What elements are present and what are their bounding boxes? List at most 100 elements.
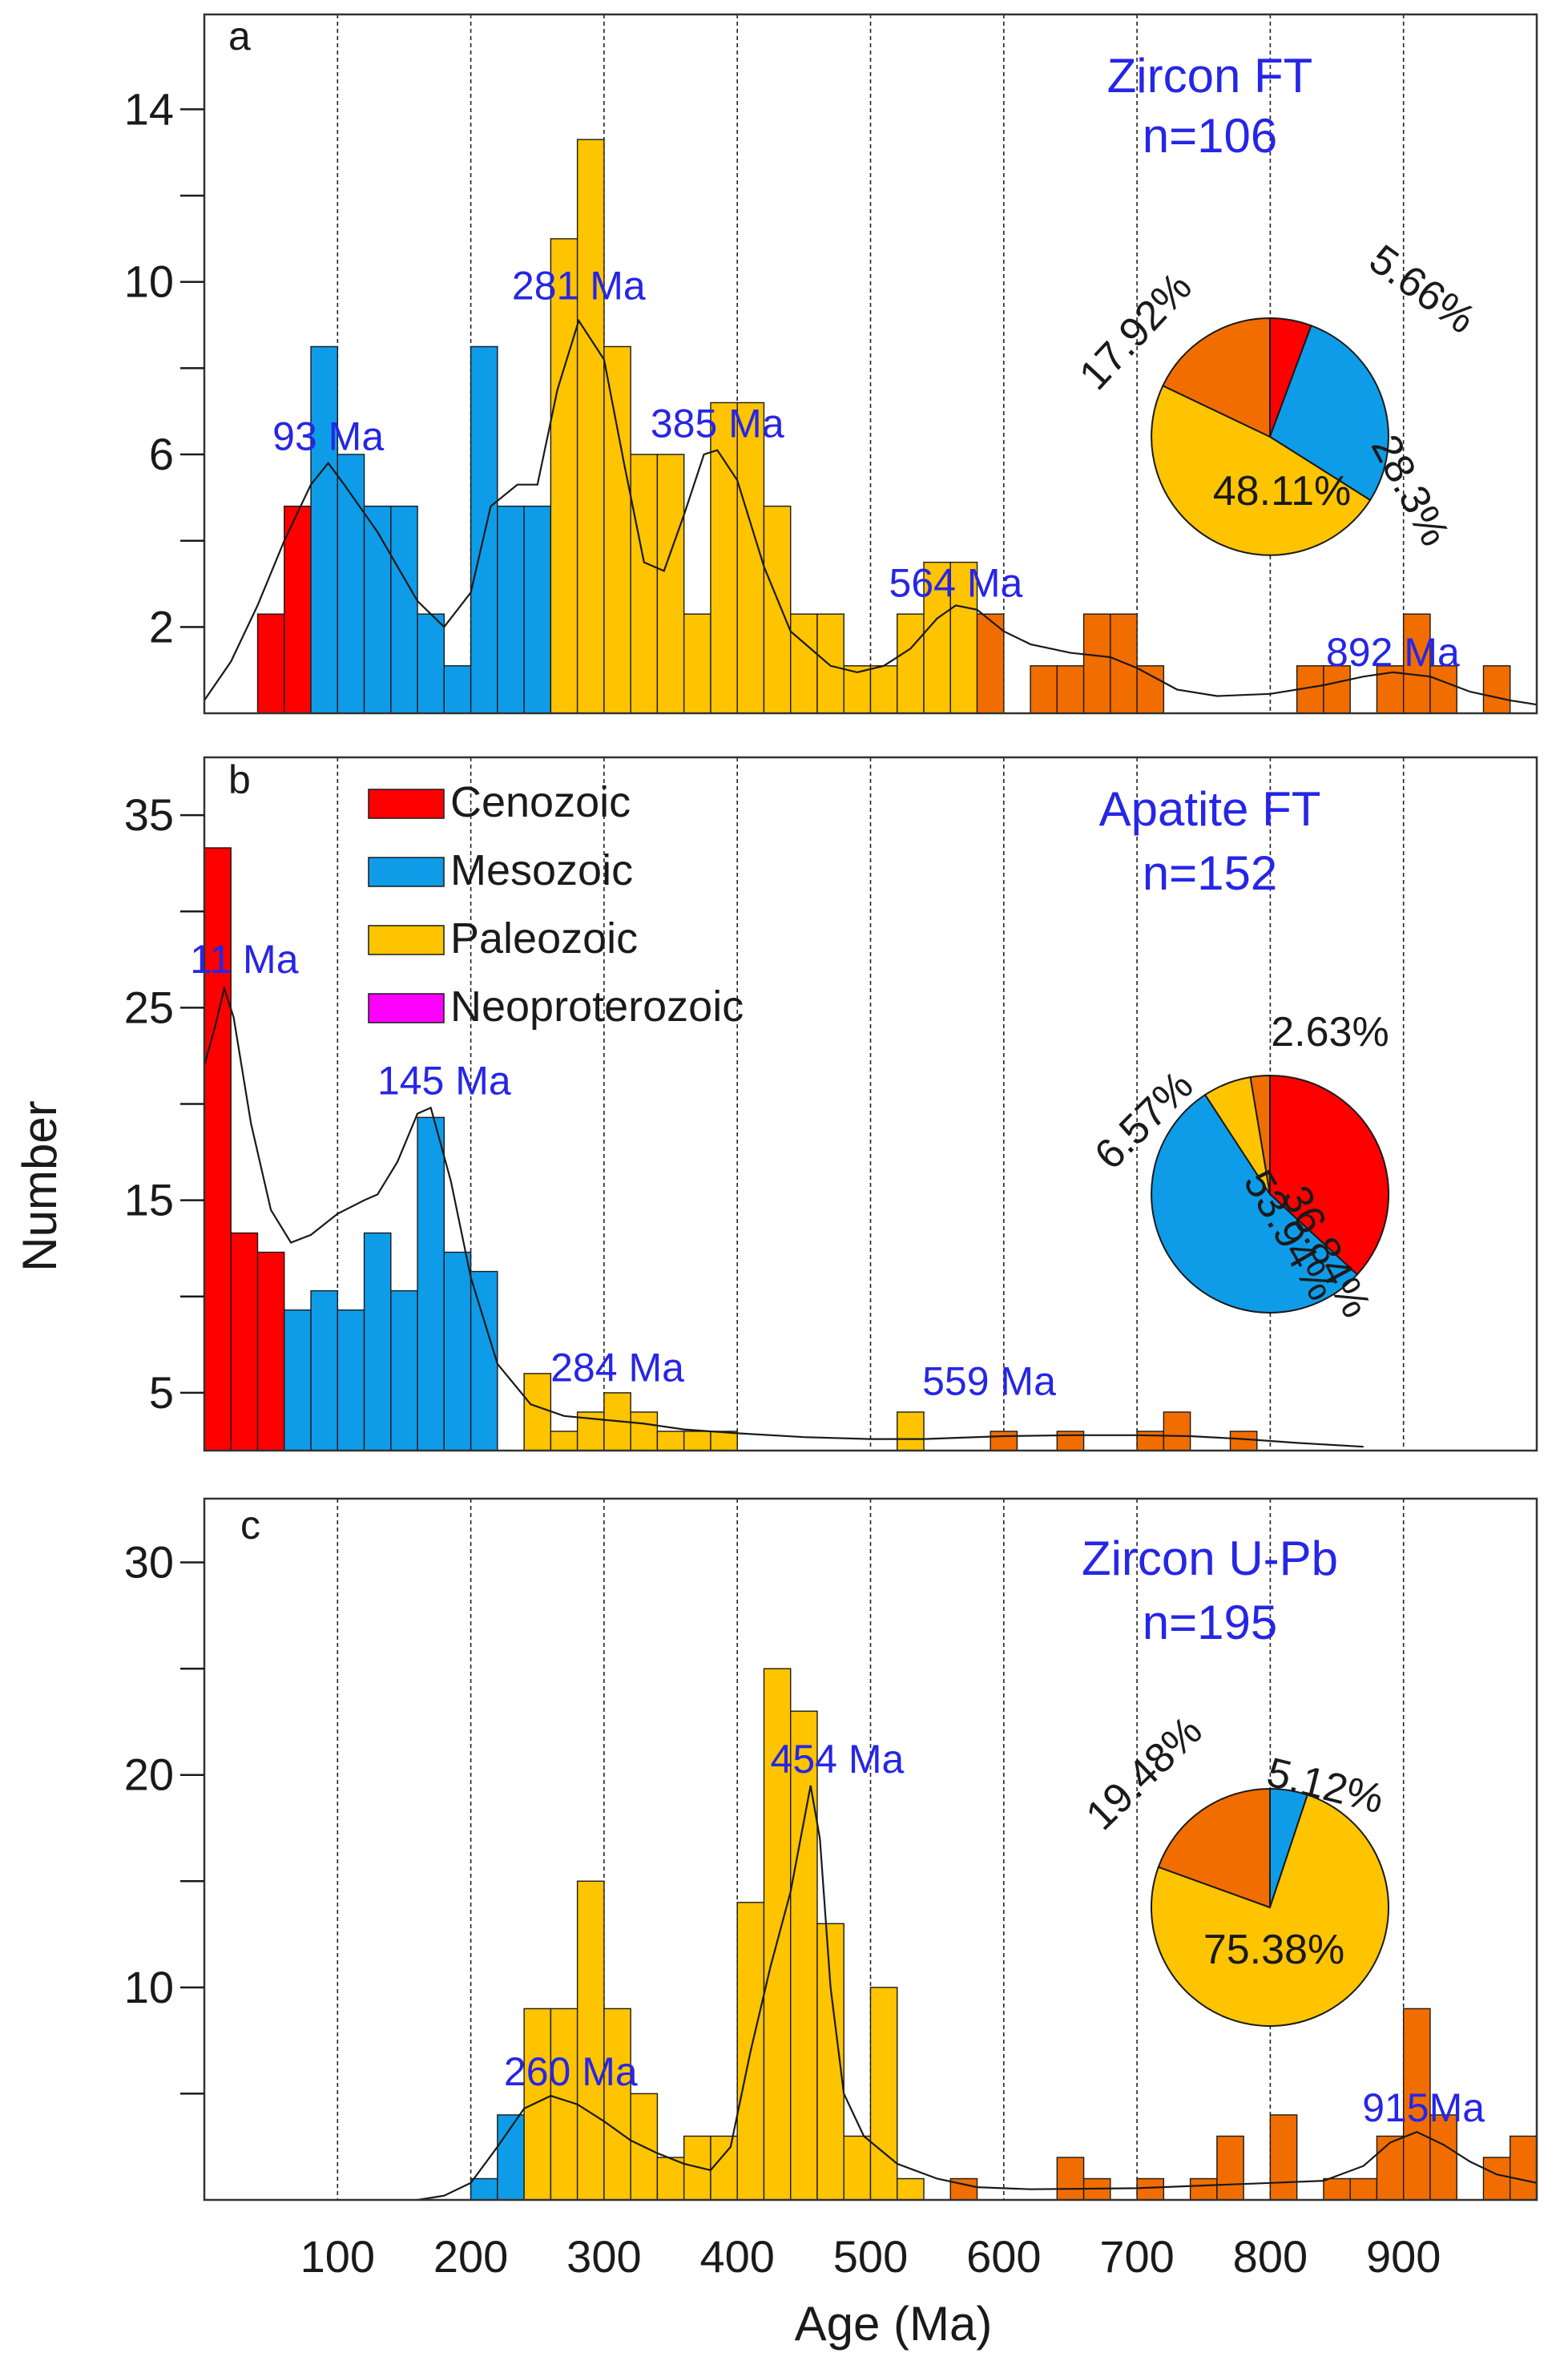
histogram-bar-10 <box>523 505 552 714</box>
histogram-bar-12 <box>790 1710 818 2201</box>
histogram-bar-7 <box>656 2157 685 2201</box>
histogram-bar-12 <box>550 1431 578 1451</box>
histogram-bar-15 <box>656 454 685 714</box>
histogram-bar-27 <box>1402 2008 1431 2201</box>
histogram-bar-11 <box>550 238 578 714</box>
x-tick-label: 400 <box>699 2231 774 2282</box>
y-tick-label: 30 <box>124 1537 174 1588</box>
histogram-bar-20 <box>1136 2177 1165 2201</box>
density-curve <box>417 1785 1538 2202</box>
y-tick-label: 14 <box>124 83 174 134</box>
histogram-bar-25 <box>1349 2177 1378 2201</box>
histogram-bar-8 <box>417 1116 445 1451</box>
plot-frame <box>203 1497 1538 2202</box>
histogram-bar-23 <box>1269 2114 1298 2201</box>
peak-label: 145 Ma <box>377 1058 511 1103</box>
y-tick-label: 6 <box>149 429 174 479</box>
peak-label: 559 Ma <box>922 1358 1056 1403</box>
y-tick-label: 10 <box>124 256 174 307</box>
histogram-bar-32 <box>1136 665 1165 714</box>
panel-title: Zircon FT <box>1107 49 1313 103</box>
histogram-bar-4 <box>576 1880 605 2201</box>
histogram-bar-13 <box>603 345 631 714</box>
histogram-bar-30 <box>1510 2135 1538 2201</box>
peak-label: 385 Ma <box>651 402 784 446</box>
histogram-bar-9 <box>710 2135 738 2201</box>
histogram-bar-19 <box>763 505 792 714</box>
pie-chart: 36.84%53.94%6.57%2.63% <box>1086 1009 1390 1325</box>
legend: Cenozoic Mesozoic Paleozoic Neoproterozoic <box>368 778 744 1031</box>
histogram-bar-23 <box>1163 1411 1191 1451</box>
x-tick-label: 800 <box>1233 2231 1308 2282</box>
peak-label: 454 Ma <box>771 1737 905 1782</box>
histogram-bar-1 <box>284 505 312 714</box>
panel-label: b <box>228 757 251 802</box>
histogram-bar-0 <box>256 613 285 714</box>
histogram-bar-19 <box>897 1411 925 1451</box>
histogram-bar-0 <box>470 2177 498 2201</box>
x-tick-label: 200 <box>433 2231 508 2282</box>
pie-slice-1 <box>1151 1093 1359 1314</box>
peak-label: 260 Ma <box>504 2049 638 2094</box>
plot-frame <box>203 13 1538 715</box>
y-tick-label: 20 <box>124 1750 174 1800</box>
pie-label-3: 2.63% <box>1271 1009 1389 1055</box>
histogram-bar-28 <box>1030 665 1058 714</box>
histogram-bar-8 <box>470 345 498 714</box>
x-tick-labels: 100 200 300 400 500 600 700 800 900 <box>300 2231 1441 2282</box>
pie-slice-1 <box>1150 1794 1389 2027</box>
histogram-bar-38 <box>1482 665 1511 714</box>
x-axis-label: Age (Ma) <box>795 2297 993 2351</box>
histogram-bar-27 <box>976 613 1005 714</box>
histogram-bar-2 <box>310 345 339 714</box>
histogram-bar-20 <box>990 1431 1018 1451</box>
histogram-bar-25 <box>923 561 951 714</box>
pie-slice-0 <box>1269 1074 1390 1276</box>
histogram-bar-29 <box>1056 665 1085 714</box>
histogram-bar-16 <box>897 2177 925 2201</box>
pie-label-1: 75.38% <box>1203 1927 1344 1973</box>
histogram-bar-7 <box>443 665 472 714</box>
histogram-bar-20 <box>790 613 818 714</box>
histogram-bar-18 <box>736 402 765 714</box>
legend-swatch-2 <box>368 925 445 955</box>
pie-label-2: 48.11% <box>1213 468 1352 515</box>
y-tick-label: 35 <box>124 789 174 840</box>
legend-label-1: Mesozoic <box>450 846 633 894</box>
histogram-bar-16 <box>683 613 711 714</box>
histogram-bar-26 <box>1376 2135 1405 2201</box>
peak-label: 915Ma <box>1362 2085 1485 2130</box>
histogram-bar-6 <box>363 1232 392 1451</box>
histogram-bar-31 <box>1110 613 1138 714</box>
panel-label: c <box>240 1503 260 1548</box>
histogram-bar-21 <box>1056 1431 1085 1451</box>
histogram-bar-11 <box>523 1373 552 1451</box>
histogram-bar-16 <box>656 1431 685 1451</box>
pie-slice-2 <box>1157 1787 1271 1909</box>
x-tick-label: 300 <box>566 2231 641 2282</box>
histogram-bar-6 <box>417 613 445 714</box>
histogram-bar-4 <box>363 505 392 714</box>
panel-a: 2 6 10 14 a Zircon FT n=106 93 Ma 281 Ma 385 Ma 56… <box>124 13 1538 715</box>
histogram-bar-2 <box>256 1251 285 1451</box>
legend-label-2: Paleozoic <box>450 914 638 963</box>
peak-label: 564 Ma <box>889 561 1023 606</box>
histogram-bar-9 <box>443 1251 472 1451</box>
peak-label: 284 Ma <box>550 1346 684 1390</box>
histogram-bar-28 <box>1429 2114 1457 2201</box>
histogram-bar-9 <box>497 505 525 714</box>
histogram-bar-3 <box>284 1309 312 1451</box>
histogram-bar-18 <box>1056 2157 1085 2201</box>
legend-label-3: Neoproterozoic <box>450 983 744 1031</box>
legend-label-0: Cenozoic <box>450 778 631 826</box>
histogram-bar-4 <box>310 1289 339 1451</box>
histogram-bar-23 <box>869 665 898 714</box>
x-tick-label: 700 <box>1099 2231 1174 2282</box>
histogram-bar-30 <box>1082 613 1111 714</box>
density-curve <box>204 318 1538 706</box>
histogram-bar-21 <box>816 613 844 714</box>
histogram-bar-26 <box>949 561 978 714</box>
peak-label: 11 Ma <box>190 937 298 982</box>
pie-slice-3 <box>1249 1074 1271 1195</box>
